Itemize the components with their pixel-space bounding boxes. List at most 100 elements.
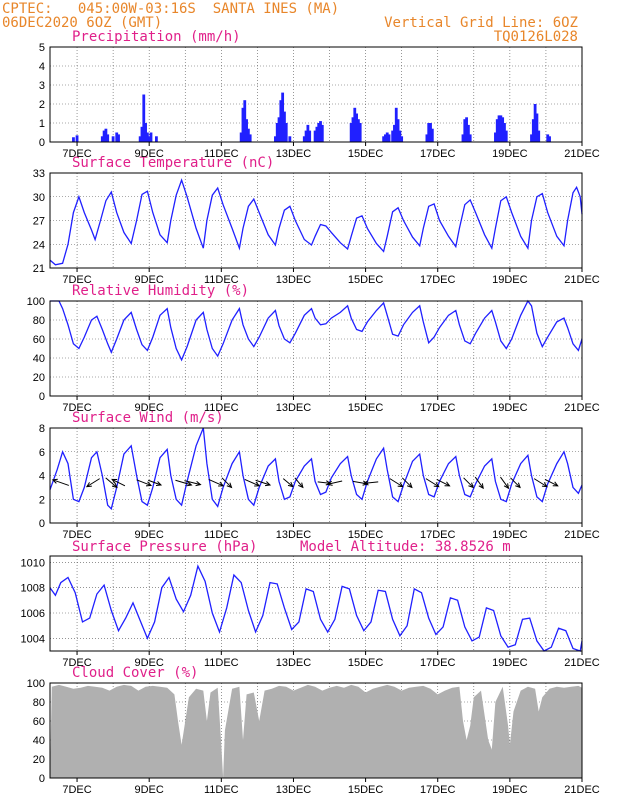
x-tick-label: 15DEC bbox=[348, 657, 384, 669]
x-tick-label: 7DEC bbox=[62, 784, 91, 796]
wind-arrow bbox=[105, 477, 118, 488]
x-tick-label: 21DEC bbox=[564, 148, 600, 160]
x-tick-label: 21DEC bbox=[564, 784, 600, 796]
cloud-cover-area bbox=[50, 684, 582, 778]
y-tick-label: 60 bbox=[33, 716, 45, 728]
precip-bar bbox=[504, 130, 508, 142]
wind-arrow-head bbox=[444, 481, 451, 487]
wind-arrow bbox=[86, 478, 100, 488]
precip-bar bbox=[394, 107, 398, 142]
wind-arrow-head bbox=[406, 482, 413, 489]
precip-bar bbox=[356, 119, 360, 142]
precip-bar bbox=[138, 136, 142, 142]
wind-arrow bbox=[208, 478, 224, 487]
y-tick-label: 0 bbox=[39, 518, 45, 530]
y-tick-label: 40 bbox=[33, 353, 45, 365]
precip-bar bbox=[274, 136, 277, 142]
y-tick-label: 80 bbox=[33, 315, 45, 327]
header-station: CPTEC: 045:00W-03:16S SANTA INES (MA) bbox=[2, 1, 340, 17]
precip-bar bbox=[100, 136, 104, 142]
precip-bar bbox=[319, 121, 322, 142]
y-tick-label: 2 bbox=[39, 99, 45, 111]
precip-bar bbox=[248, 134, 252, 142]
wind-arrow-head bbox=[468, 482, 474, 489]
wind-arrow-head bbox=[155, 481, 163, 486]
wind-arrow-head bbox=[362, 480, 369, 486]
precip-bar bbox=[465, 117, 468, 142]
precip-bar bbox=[246, 128, 250, 142]
wind-arrow bbox=[425, 478, 439, 488]
precip-bar bbox=[306, 124, 310, 142]
precip-bar bbox=[239, 132, 243, 142]
x-tick-label: 17DEC bbox=[420, 529, 456, 541]
y-tick-label: 0 bbox=[39, 391, 45, 403]
x-tick-label: 9DEC bbox=[135, 402, 164, 414]
panel-frame bbox=[49, 427, 583, 524]
precip-bar bbox=[106, 134, 110, 142]
wind-arrow bbox=[136, 479, 152, 486]
series-line bbox=[49, 427, 583, 511]
wind-arrow bbox=[175, 479, 192, 486]
x-tick-label: 15DEC bbox=[348, 274, 384, 286]
precip-bar bbox=[400, 136, 404, 142]
x-tick-label: 19DEC bbox=[492, 274, 528, 286]
x-tick-label: 13DEC bbox=[276, 274, 312, 286]
precip-bar bbox=[75, 135, 79, 142]
precip-bar bbox=[533, 104, 537, 142]
precip-bar bbox=[499, 115, 503, 142]
pressure-title: Surface Pressure (hPa) bbox=[72, 539, 258, 555]
y-tick-label: 100 bbox=[27, 678, 45, 690]
x-tick-label: 9DEC bbox=[135, 274, 164, 286]
precip-bar bbox=[398, 130, 402, 142]
wind-arrow bbox=[52, 479, 69, 486]
wind-arrow bbox=[389, 478, 403, 488]
x-tick-label: 7DEC bbox=[62, 402, 91, 414]
precip-bar bbox=[503, 123, 506, 142]
precip-title: Precipitation (mm/h) bbox=[72, 29, 241, 45]
wind-arrow-head bbox=[195, 481, 202, 487]
y-tick-label: 1008 bbox=[21, 583, 45, 595]
wind-arrow bbox=[363, 481, 379, 484]
precip-bar bbox=[284, 123, 288, 142]
panel-frame bbox=[49, 46, 583, 143]
y-tick-label: 4 bbox=[39, 471, 45, 483]
precip-bar bbox=[546, 134, 550, 142]
precip-bar bbox=[279, 100, 283, 142]
x-tick-label: 11DEC bbox=[204, 657, 239, 669]
x-tick-label: 9DEC bbox=[135, 148, 164, 160]
wind-arrow bbox=[474, 476, 484, 489]
precip-bar bbox=[463, 119, 467, 142]
x-tick-label: 17DEC bbox=[420, 784, 456, 796]
wind-title: Surface Wind (m/s) bbox=[72, 410, 224, 426]
temp-title: Surface Temperature (nC) bbox=[72, 155, 275, 171]
precip-bar bbox=[115, 132, 119, 142]
wind-arrow-head bbox=[433, 482, 440, 488]
y-tick-label: 4 bbox=[39, 61, 45, 73]
x-tick-label: 19DEC bbox=[492, 148, 528, 160]
x-tick-label: 19DEC bbox=[492, 529, 528, 541]
wind-arrow-head bbox=[503, 483, 510, 490]
precip-bar bbox=[281, 92, 285, 142]
precip-bar bbox=[308, 130, 312, 142]
series-line bbox=[49, 564, 583, 652]
panel-frame bbox=[49, 300, 583, 397]
precip-bar bbox=[149, 132, 153, 142]
x-tick-label: 11DEC bbox=[204, 274, 239, 286]
y-tick-label: 60 bbox=[33, 334, 45, 346]
precip-bar bbox=[155, 136, 158, 142]
wind-arrow bbox=[500, 476, 509, 489]
x-tick-label: 21DEC bbox=[564, 529, 600, 541]
precip-bar bbox=[429, 123, 432, 142]
y-tick-label: 3 bbox=[39, 80, 45, 92]
precip-bar bbox=[349, 123, 353, 142]
wind-arrow-head bbox=[186, 481, 193, 487]
y-tick-label: 1 bbox=[39, 118, 45, 130]
precip-bar bbox=[147, 136, 151, 142]
x-tick-label: 11DEC bbox=[204, 402, 239, 414]
wind-arrow bbox=[294, 477, 304, 488]
precip-bar bbox=[317, 123, 321, 142]
wind-arrow-head bbox=[298, 482, 304, 489]
precip-bar bbox=[320, 124, 324, 142]
x-tick-label: 21DEC bbox=[564, 274, 600, 286]
precip-bar bbox=[530, 134, 533, 142]
